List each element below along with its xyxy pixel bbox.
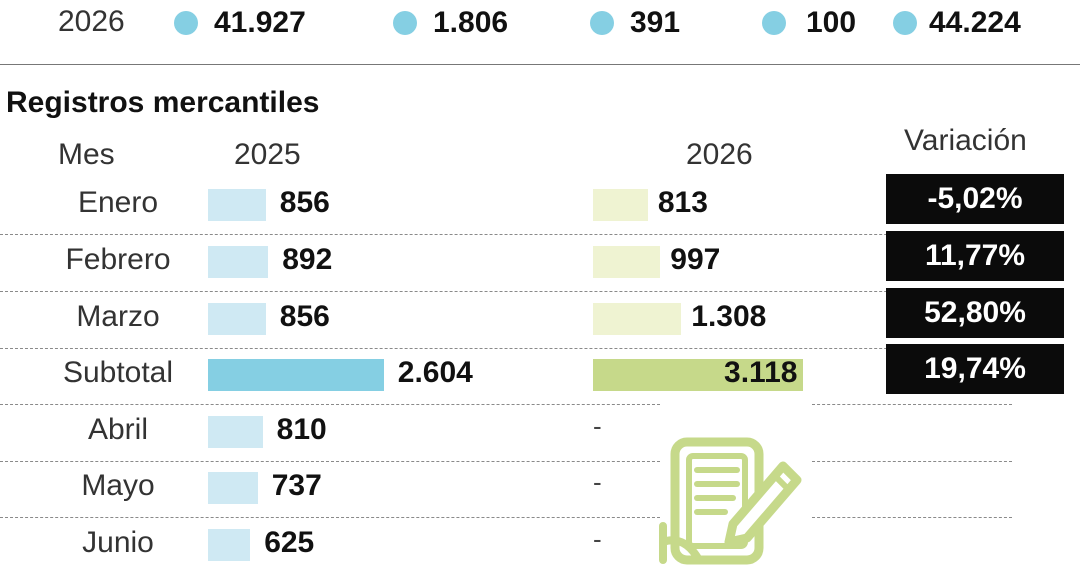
bullet-dot-icon bbox=[174, 11, 198, 35]
value-label-2026: 3.118 bbox=[724, 356, 798, 389]
no-data-dash: - bbox=[593, 467, 602, 497]
value-label-2025: 856 bbox=[279, 300, 330, 333]
row-label: Junio bbox=[82, 526, 154, 559]
variation-badge: 19,74% bbox=[886, 344, 1064, 394]
bar-2025 bbox=[208, 472, 258, 504]
top-value-4: 100 bbox=[762, 5, 856, 41]
variation-badge: -5,02% bbox=[886, 174, 1064, 224]
value-label-2026: 997 bbox=[670, 243, 721, 276]
no-data-dash: - bbox=[593, 524, 602, 554]
row-label: Marzo bbox=[76, 300, 160, 333]
bar-2026 bbox=[593, 246, 661, 278]
row-label: Enero bbox=[77, 186, 159, 219]
row-divider bbox=[0, 404, 660, 405]
bar-2026 bbox=[593, 303, 682, 335]
row-label: Abril bbox=[87, 413, 148, 446]
bar-2025 bbox=[208, 246, 269, 278]
bar-2025 bbox=[208, 416, 263, 448]
bar-2026 bbox=[593, 189, 648, 221]
top-value-text: 391 bbox=[630, 6, 681, 39]
value-label-2026: 813 bbox=[657, 186, 708, 219]
header-2026: 2026 bbox=[686, 138, 753, 171]
header-month: Mes bbox=[58, 138, 115, 171]
value-label-2025: 856 bbox=[279, 186, 330, 219]
value-label-2025: 2.604 bbox=[397, 356, 473, 389]
bar-2026 bbox=[593, 359, 804, 391]
value-label-2025: 737 bbox=[271, 469, 322, 502]
value-label-2026: 1.308 bbox=[691, 300, 767, 333]
variation-badge: 52,80% bbox=[886, 288, 1064, 338]
chart-title: Registros mercantiles bbox=[6, 86, 320, 119]
variation-badge: 11,77% bbox=[886, 231, 1064, 281]
top-value-text: 41.927 bbox=[214, 6, 306, 39]
bullet-dot-icon bbox=[590, 11, 614, 35]
bar-2025 bbox=[208, 189, 266, 221]
header-2025: 2025 bbox=[234, 138, 301, 171]
header-variation: Variación bbox=[904, 124, 1027, 157]
row-divider bbox=[0, 348, 1062, 349]
top-value-text: 44.224 bbox=[929, 6, 1021, 39]
row-divider bbox=[812, 517, 1012, 518]
row-label: Subtotal bbox=[62, 356, 174, 389]
bullet-dot-icon bbox=[762, 11, 786, 35]
value-label-2025: 810 bbox=[276, 413, 327, 446]
no-data-dash: - bbox=[593, 411, 602, 441]
value-label-2025: 625 bbox=[264, 526, 315, 559]
row-divider bbox=[0, 234, 1062, 235]
bar-2025 bbox=[208, 359, 384, 391]
bar-2025 bbox=[208, 303, 266, 335]
bullet-dot-icon bbox=[893, 11, 917, 35]
top-value-1: 41.927 bbox=[174, 5, 306, 41]
row-divider bbox=[812, 461, 1012, 462]
row-label: Febrero bbox=[65, 243, 171, 276]
bar-2025 bbox=[208, 529, 251, 561]
row-divider bbox=[812, 404, 1012, 405]
row-divider bbox=[0, 517, 660, 518]
top-value-text: 1.806 bbox=[433, 6, 509, 39]
row-label: Mayo bbox=[81, 469, 155, 502]
row-divider bbox=[0, 291, 1062, 292]
top-value-2: 1.806 bbox=[393, 5, 508, 41]
top-value-3: 391 bbox=[590, 5, 680, 41]
top-value-5: 44.224 bbox=[893, 5, 1021, 41]
top-value-text: 100 bbox=[806, 6, 857, 39]
row-divider bbox=[0, 461, 660, 462]
value-label-2025: 892 bbox=[282, 243, 333, 276]
document-pen-icon bbox=[659, 437, 802, 565]
section-divider bbox=[0, 64, 1080, 65]
top-year-label: 2026 bbox=[58, 5, 125, 38]
bullet-dot-icon bbox=[393, 11, 417, 35]
